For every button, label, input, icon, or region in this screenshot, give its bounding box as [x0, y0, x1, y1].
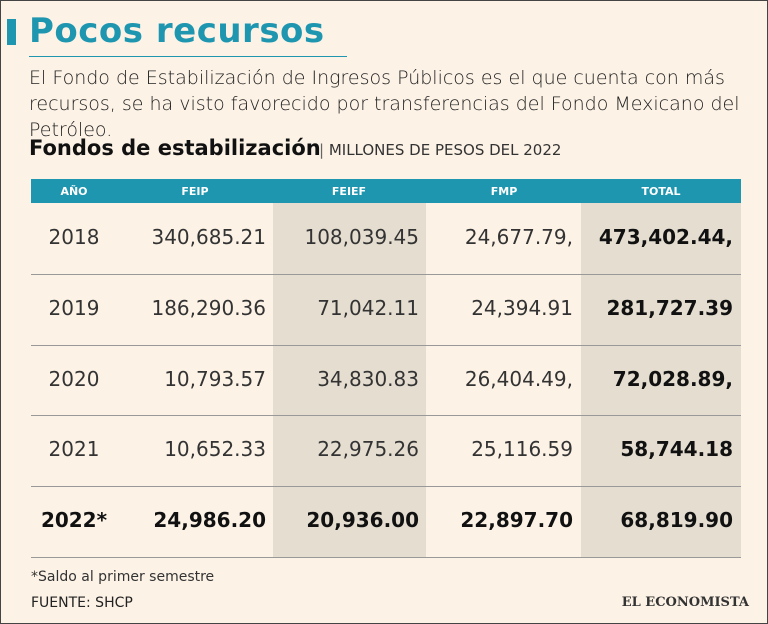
table-cell: 71,042.11: [317, 295, 419, 320]
table-cell: 281,727.39: [606, 295, 733, 320]
table-cell: 2018: [48, 225, 100, 249]
table-cell: 473,402.44,: [598, 225, 733, 249]
table-cell: 2022*: [40, 508, 108, 533]
table-cell: 22,897.70: [460, 508, 573, 533]
column-header: AÑO: [60, 185, 88, 198]
table-cell: 22,975.26: [317, 437, 419, 462]
table-cell: 108,039.45: [304, 225, 419, 249]
table-cell: 24,677.79,: [464, 225, 573, 249]
subtitle: El Fondo de Estabilización de Ingresos P…: [29, 67, 740, 141]
accent-bar: [7, 19, 16, 45]
table-cell: 2020: [48, 366, 100, 391]
table-units: MILLONES DE PESOS DEL 2022: [319, 141, 562, 159]
footnote: *Saldo al primer semestre: [31, 569, 215, 585]
table-title: Fondos de estabilización: [29, 136, 321, 160]
row-separator: [31, 557, 741, 558]
row-separator: [31, 273, 741, 275]
row-separator: [31, 415, 741, 417]
table-cell: 2019: [48, 295, 100, 320]
column-header: FMP: [490, 185, 518, 198]
table-cell: 340,685.21: [151, 225, 266, 249]
row-separator: [31, 344, 741, 346]
table-cell: 2021: [48, 437, 100, 462]
table-cell: 24,986.20: [153, 508, 266, 533]
table-cell: 10,793.57: [164, 366, 266, 391]
table-cell: 25,116.59: [471, 437, 573, 462]
column-header: FEIEF: [331, 185, 367, 198]
table-cell: 26,404.49,: [464, 366, 573, 391]
column-shade: [581, 203, 741, 557]
table-cell: 58,744.18: [620, 437, 733, 462]
table-cell: 72,028.89,: [612, 366, 733, 391]
title-rule: [29, 56, 347, 57]
table-header: [31, 179, 741, 203]
table-cell: 34,830.83: [317, 366, 419, 391]
column-header: FEIP: [181, 185, 209, 198]
title: Pocos recursos: [29, 11, 325, 51]
brand: EL ECONOMISTA: [621, 595, 749, 610]
table-cell: 20,936.00: [306, 508, 419, 533]
column-shade: [273, 203, 426, 557]
table-cell: 186,290.36: [151, 295, 266, 320]
source: FUENTE: SHCP: [31, 595, 133, 611]
table-cell: 68,819.90: [620, 508, 733, 533]
row-separator: [31, 486, 741, 488]
table-cell: 24,394.91: [471, 295, 573, 320]
column-header: TOTAL: [641, 185, 681, 198]
table-cell: 10,652.33: [164, 437, 266, 462]
